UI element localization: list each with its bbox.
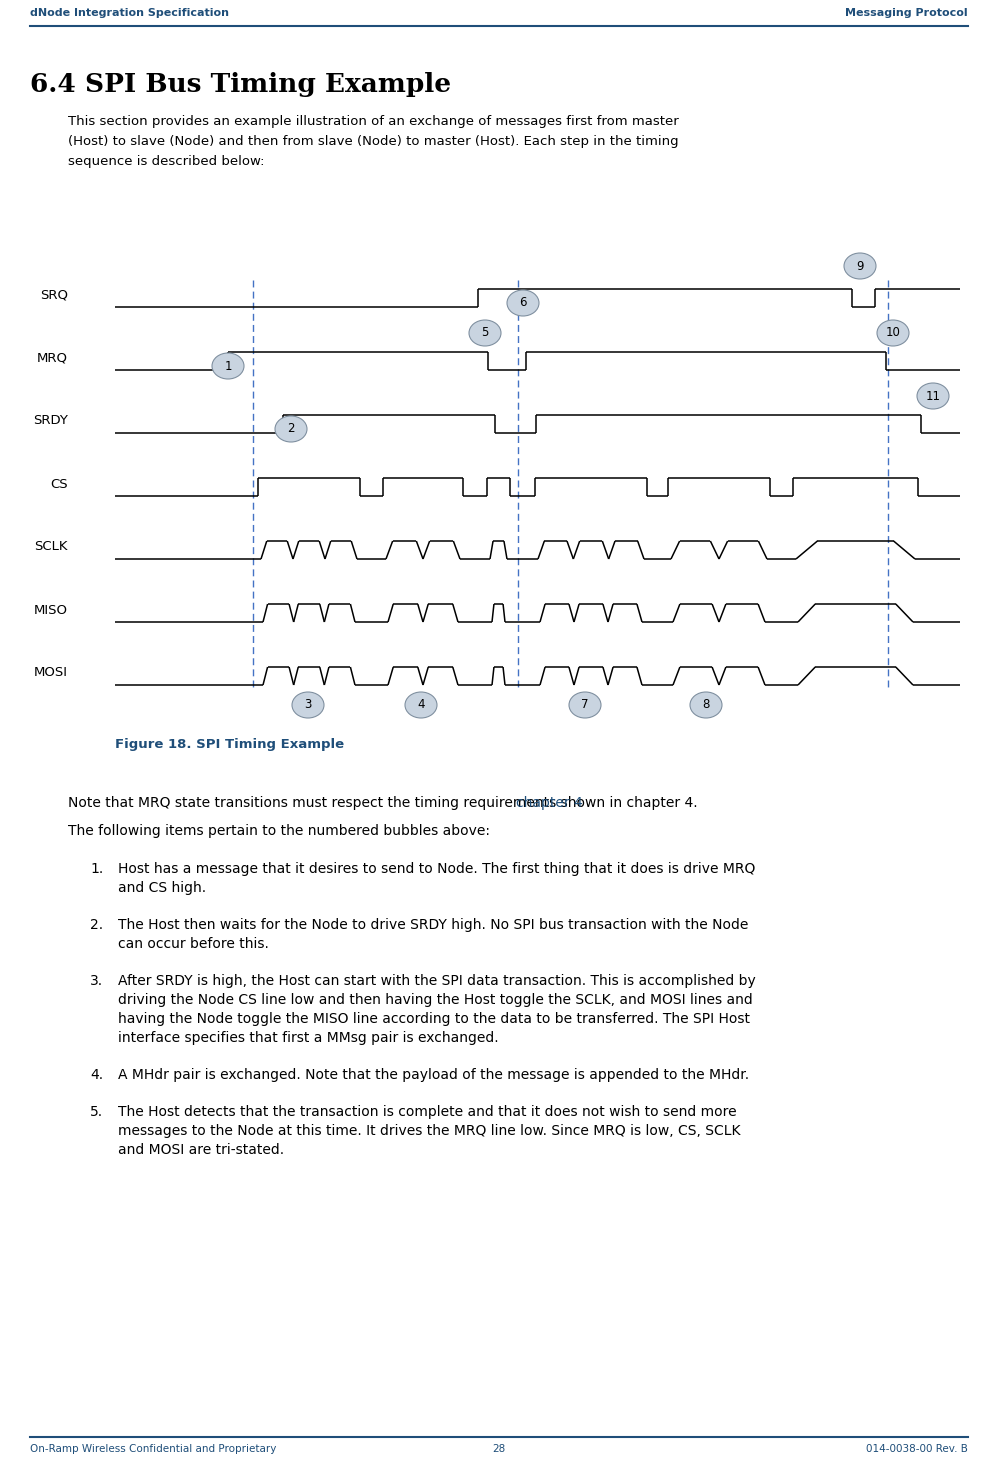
Text: 8: 8 [703, 699, 710, 712]
Text: 11: 11 [925, 389, 940, 402]
Text: 2: 2 [287, 423, 294, 436]
Text: 2.: 2. [90, 918, 103, 931]
Text: 9: 9 [856, 259, 863, 272]
Ellipse shape [844, 253, 876, 279]
Text: sequence is described below:: sequence is described below: [68, 155, 264, 168]
Text: CS: CS [50, 478, 68, 490]
Text: 4: 4 [417, 699, 425, 712]
Text: interface specifies that first a MMsg pair is exchanged.: interface specifies that first a MMsg pa… [118, 1031, 499, 1045]
Text: dNode Integration Specification: dNode Integration Specification [30, 7, 229, 18]
Text: MRQ: MRQ [37, 351, 68, 364]
Text: driving the Node CS line low and then having the Host toggle the SCLK, and MOSI : driving the Node CS line low and then ha… [118, 993, 752, 1007]
Text: After SRDY is high, the Host can start with the SPI data transaction. This is ac: After SRDY is high, the Host can start w… [118, 974, 755, 988]
Text: 5: 5 [481, 326, 489, 339]
Text: On-Ramp Wireless Confidential and Proprietary: On-Ramp Wireless Confidential and Propri… [30, 1444, 276, 1455]
Text: 4.: 4. [90, 1069, 103, 1082]
Ellipse shape [469, 320, 501, 346]
Text: A MHdr pair is exchanged. Note that the payload of the message is appended to th: A MHdr pair is exchanged. Note that the … [118, 1069, 749, 1082]
Text: can occur before this.: can occur before this. [118, 937, 268, 950]
Text: This section provides an example illustration of an exchange of messages first f: This section provides an example illustr… [68, 115, 679, 129]
Text: 6: 6 [519, 297, 527, 310]
Text: messages to the Node at this time. It drives the MRQ line low. Since MRQ is low,: messages to the Node at this time. It dr… [118, 1124, 741, 1137]
Ellipse shape [690, 692, 722, 718]
Text: 5.: 5. [90, 1105, 103, 1118]
Text: Messaging Protocol: Messaging Protocol [845, 7, 968, 18]
Text: SRQ: SRQ [40, 288, 68, 301]
Text: The Host detects that the transaction is complete and that it does not wish to s: The Host detects that the transaction is… [118, 1105, 737, 1118]
Text: 014-0038-00 Rev. B: 014-0038-00 Rev. B [866, 1444, 968, 1455]
Ellipse shape [405, 692, 437, 718]
Text: (Host) to slave (Node) and then from slave (Node) to master (Host). Each step in: (Host) to slave (Node) and then from sla… [68, 135, 679, 148]
Text: chapter 4: chapter 4 [517, 795, 583, 810]
Text: Figure 18. SPI Timing Example: Figure 18. SPI Timing Example [115, 738, 344, 751]
Text: 1: 1 [225, 360, 232, 373]
Ellipse shape [917, 383, 949, 409]
Ellipse shape [212, 352, 244, 379]
Text: having the Node toggle the MISO line according to the data to be transferred. Th: having the Node toggle the MISO line acc… [118, 1012, 750, 1026]
Ellipse shape [877, 320, 909, 346]
Text: MISO: MISO [34, 604, 68, 617]
Text: 28: 28 [492, 1444, 506, 1455]
Text: Note that MRQ state transitions must respect the timing requirements shown in ch: Note that MRQ state transitions must res… [68, 795, 698, 810]
Text: 3: 3 [304, 699, 311, 712]
Text: Host has a message that it desires to send to Node. The first thing that it does: Host has a message that it desires to se… [118, 863, 755, 876]
Text: 10: 10 [885, 326, 900, 339]
Text: The Host then waits for the Node to drive SRDY high. No SPI bus transaction with: The Host then waits for the Node to driv… [118, 918, 748, 931]
Text: 7: 7 [581, 699, 589, 712]
Text: 1.: 1. [90, 863, 103, 876]
Ellipse shape [507, 289, 539, 316]
Ellipse shape [275, 417, 307, 442]
Ellipse shape [569, 692, 601, 718]
Text: SCLK: SCLK [35, 541, 68, 554]
Text: MOSI: MOSI [34, 667, 68, 680]
Text: and MOSI are tri-stated.: and MOSI are tri-stated. [118, 1143, 284, 1156]
Text: 6.4 SPI Bus Timing Example: 6.4 SPI Bus Timing Example [30, 72, 451, 96]
Text: SRDY: SRDY [33, 415, 68, 427]
Text: 3.: 3. [90, 974, 103, 988]
Text: The following items pertain to the numbered bubbles above:: The following items pertain to the numbe… [68, 825, 490, 838]
Ellipse shape [292, 692, 324, 718]
Text: and CS high.: and CS high. [118, 882, 207, 895]
